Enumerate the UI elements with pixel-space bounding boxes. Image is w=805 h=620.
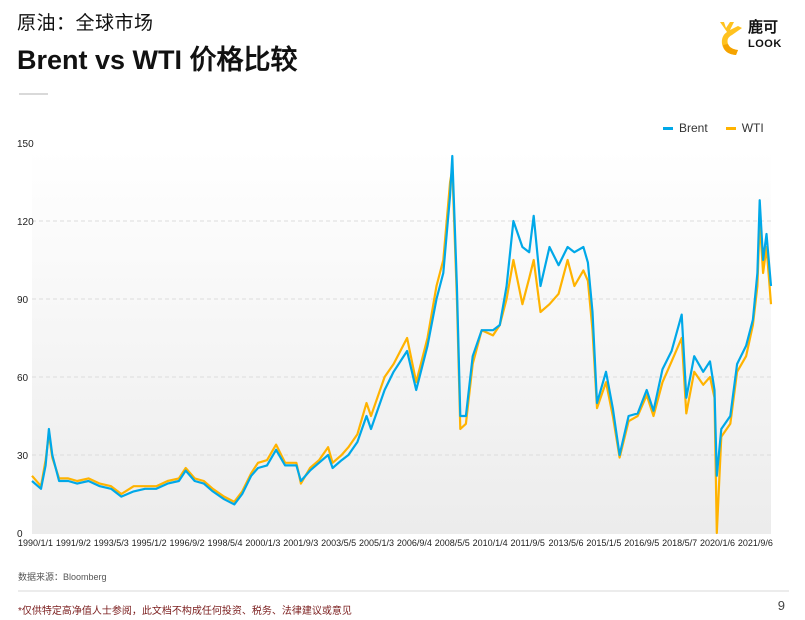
x-tick-label: 2001/9/3	[283, 538, 318, 548]
plot-area	[32, 150, 771, 534]
title-divider	[19, 93, 48, 95]
x-tick-label: 2006/9/4	[397, 538, 432, 548]
y-tick-label: 60	[17, 373, 29, 384]
legend-swatch-brent	[663, 126, 673, 130]
footer-divider	[18, 590, 789, 592]
x-tick-label: 2003/5/5	[321, 538, 356, 548]
legend-item-brent[interactable]: Brent	[663, 121, 708, 135]
x-tick-label: 1991/9/2	[56, 538, 91, 548]
page-title: Brent vs WTI 价格比较	[17, 45, 298, 75]
x-tick-label: 2000/1/3	[245, 538, 280, 548]
deer-antler-icon	[720, 22, 742, 55]
disclaimer: *仅供特定高净值人士参阅，此文档不构成任何投资、税务、法律建议或意见	[18, 606, 352, 617]
page-number: 9	[777, 598, 785, 613]
y-tick-label: 90	[17, 295, 29, 306]
x-tick-label: 2021/9/6	[738, 538, 773, 548]
legend-item-wti[interactable]: WTI	[725, 121, 764, 135]
y-tick-label: 150	[17, 139, 34, 150]
x-tick-label: 2010/1/4	[473, 538, 508, 548]
brand-logo: 鹿可 LOOK	[718, 18, 792, 56]
x-tick-label: 1993/5/3	[94, 538, 129, 548]
x-tick-label: 2008/5/5	[435, 538, 470, 548]
series-line-brent	[31, 154, 773, 506]
page-subtitle: 原油：全球市场	[17, 13, 154, 34]
logo-name: 鹿可	[748, 19, 779, 36]
x-tick-label: 2018/5/7	[662, 538, 697, 548]
x-tick-label: 2020/1/6	[700, 538, 735, 548]
x-tick-label: 1995/1/2	[132, 538, 167, 548]
chart-legend: Brent WTI	[663, 121, 764, 135]
x-tick-label: 2015/1/5	[586, 538, 621, 548]
y-tick-label: 120	[17, 217, 34, 228]
x-tick-label: 2011/9/5	[511, 538, 545, 548]
x-tick-label: 1996/9/2	[170, 538, 205, 548]
x-tick-label: 1990/1/1	[18, 538, 53, 548]
x-axis: 1990/1/1 1991/9/2 1993/5/3 1995/1/2 1996/9/2…	[18, 538, 773, 548]
x-tick-label: 1998/5/4	[207, 538, 242, 548]
x-tick-label: 2005/1/3	[359, 538, 394, 548]
legend-swatch-wti	[725, 126, 736, 130]
data-source: 数据来源：Bloomberg	[18, 572, 107, 582]
legend-label-brent: Brent	[679, 121, 708, 135]
legend-label-wti: WTI	[741, 121, 764, 135]
y-tick-label: 30	[17, 451, 29, 462]
y-tick-label: 0	[17, 529, 23, 540]
logo-sub: LOOK	[748, 38, 782, 50]
x-tick-label: 2013/5/6	[548, 538, 583, 548]
y-axis: 0 30 60 90 120 150	[17, 139, 34, 540]
x-tick-label: 2016/9/5	[624, 538, 659, 548]
